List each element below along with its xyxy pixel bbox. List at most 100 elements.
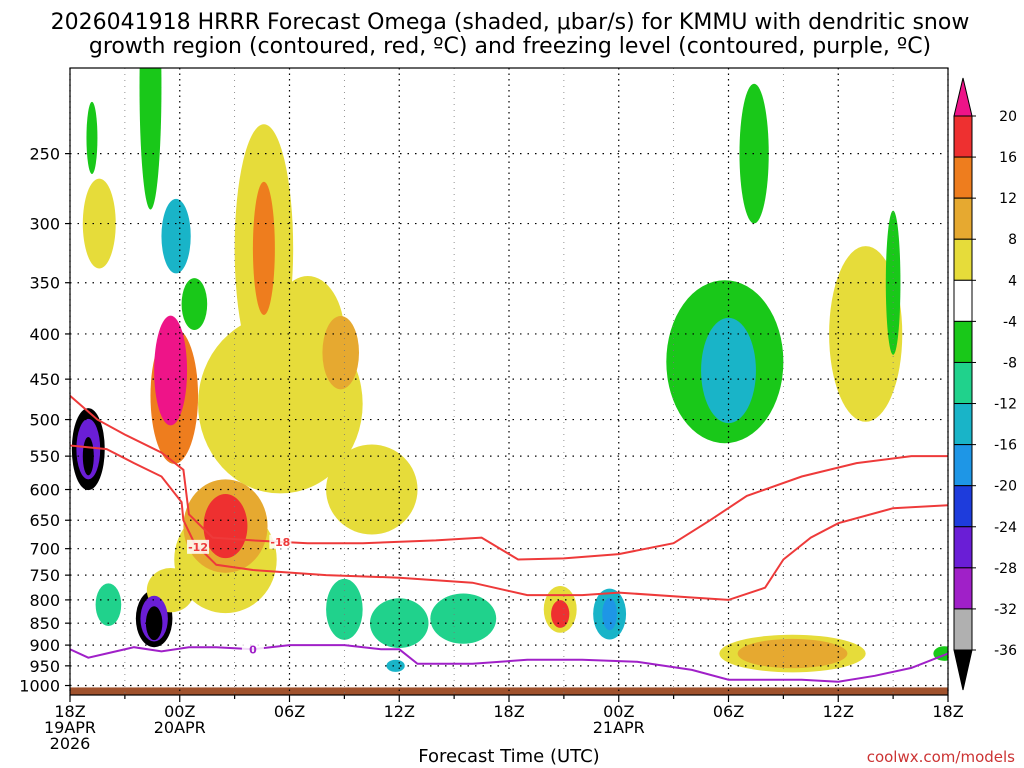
x-tick-label-line: 06Z bbox=[274, 702, 305, 721]
colorbar-label-2: 12 bbox=[999, 191, 1017, 207]
contour-label-1: -12 bbox=[188, 541, 208, 554]
y-tick-label-550: 550 bbox=[29, 447, 60, 466]
colorbar-label-3: 8 bbox=[1008, 232, 1017, 248]
omega-cell-14 bbox=[203, 494, 248, 559]
colorbar-label-0: 20 bbox=[999, 109, 1017, 125]
contours: -18 -12 0 bbox=[70, 395, 948, 683]
colorbar-label-1: 16 bbox=[999, 150, 1017, 166]
x-tick-label-line: 18Z bbox=[493, 702, 524, 721]
x-tick-label-24: 18Z bbox=[493, 702, 524, 721]
x-tick-label-line: 2026 bbox=[50, 734, 91, 753]
x-tick-label-line: 18Z bbox=[54, 702, 85, 721]
y-tick-label-950: 950 bbox=[29, 657, 60, 676]
pressure-axis: 250 300 350 400 450 500 550 600 650 700 750 800 850 9… bbox=[19, 145, 70, 696]
colorbar-label-7: -12 bbox=[994, 397, 1017, 413]
omega-cell-37 bbox=[82, 436, 94, 476]
y-tick-label-250: 250 bbox=[29, 145, 60, 164]
omega-cell-32 bbox=[181, 278, 208, 331]
colorbar-bin-2 bbox=[953, 156, 973, 199]
y-tick-label-850: 850 bbox=[29, 614, 60, 633]
y-tick-label-800: 800 bbox=[29, 591, 60, 610]
colorbar-bin-5 bbox=[953, 279, 973, 322]
colorbar-label-9: -20 bbox=[994, 479, 1017, 495]
x-tick-label-line: 12Z bbox=[384, 702, 415, 721]
contour-label-0: -18 bbox=[270, 536, 290, 549]
x-tick-label-0: 18Z 19APR 2026 bbox=[44, 702, 96, 753]
y-tick-label-450: 450 bbox=[29, 370, 60, 389]
y-tick-label-500: 500 bbox=[29, 411, 60, 430]
contour-0 bbox=[70, 395, 948, 561]
contour-2 bbox=[70, 644, 948, 683]
x-tick-label-line: 21APR bbox=[593, 718, 645, 737]
chart-title-line-1: 2026041918 HRRR Forecast Omega (shaded, … bbox=[51, 10, 970, 35]
y-tick-label-900: 900 bbox=[29, 636, 60, 655]
x-tick-label-18: 12Z bbox=[384, 702, 415, 721]
omega-cell-28 bbox=[95, 583, 122, 627]
colorbar-bin-4 bbox=[953, 238, 973, 281]
colorbar-bottom-arrow bbox=[953, 649, 973, 691]
omega-shading bbox=[71, 68, 948, 673]
omega-cell-11 bbox=[430, 593, 497, 644]
contour-label-bg-2 bbox=[241, 642, 264, 657]
colorbar-bin-9 bbox=[953, 444, 973, 487]
colorbar-bin-13 bbox=[953, 608, 973, 651]
x-axis-label: Forecast Time (UTC) bbox=[418, 746, 599, 767]
x-tick-label-line: 19APR bbox=[44, 718, 96, 737]
y-tick-label-650: 650 bbox=[29, 511, 60, 530]
x-tick-label-42: 12Z bbox=[823, 702, 854, 721]
omega-cell-10 bbox=[737, 638, 848, 669]
colorbar-bin-10 bbox=[953, 485, 973, 528]
omega-cell-26 bbox=[252, 181, 275, 315]
omega-cell-23 bbox=[139, 68, 162, 210]
colorbar-label-4: 4 bbox=[1008, 273, 1017, 289]
omega-cell-15 bbox=[326, 578, 363, 640]
terrain bbox=[70, 687, 948, 695]
colorbar-label-12: -32 bbox=[994, 602, 1017, 618]
x-tick-label-line: 12Z bbox=[823, 702, 854, 721]
x-tick-label-line: 18Z bbox=[932, 702, 963, 721]
chart-title-line-2: growth region (contoured, red, ºC) and f… bbox=[89, 34, 931, 59]
colorbar-label-6: -8 bbox=[1003, 355, 1017, 371]
omega-cell-34 bbox=[551, 600, 570, 628]
omega-cell-18 bbox=[154, 315, 188, 426]
y-tick-label-600: 600 bbox=[29, 481, 60, 500]
colorbar-bin-8 bbox=[953, 403, 973, 446]
colorbar-label-13: -36 bbox=[994, 643, 1017, 659]
x-tick-label-line: 06Z bbox=[713, 702, 744, 721]
colorbar-label-8: -16 bbox=[994, 438, 1017, 454]
x-tick-label-line: 20APR bbox=[154, 718, 206, 737]
omega-cell-13 bbox=[369, 598, 429, 649]
x-tick-label-30: 00Z 21APR bbox=[593, 702, 645, 737]
colorbar-label-11: -28 bbox=[994, 561, 1017, 577]
omega-cell-27 bbox=[82, 178, 116, 269]
y-tick-label-350: 350 bbox=[29, 274, 60, 293]
x-tick-label-12: 06Z bbox=[274, 702, 305, 721]
colorbar-bin-6 bbox=[953, 320, 973, 363]
omega-cell-25 bbox=[739, 83, 769, 224]
omega-cell-6 bbox=[326, 444, 418, 535]
credit-text: coolwx.com/models bbox=[867, 748, 1015, 766]
contour-label-bg-1 bbox=[187, 539, 210, 554]
omega-cell-39 bbox=[86, 101, 98, 175]
y-tick-label-700: 700 bbox=[29, 540, 60, 559]
colorbar-label-5: -4 bbox=[1003, 314, 1017, 330]
y-tick-label-750: 750 bbox=[29, 566, 60, 585]
colorbar: 20 16 12 8 4 -4 -8 -12 -16 -20 -24 -28 -32 -36 bbox=[953, 77, 1017, 691]
y-tick-label-400: 400 bbox=[29, 325, 60, 344]
colorbar-bin-12 bbox=[953, 567, 973, 610]
omega-cell-38 bbox=[386, 659, 405, 672]
colorbar-bin-3 bbox=[953, 197, 973, 240]
y-tick-label-300: 300 bbox=[29, 215, 60, 234]
colorbar-bin-11 bbox=[953, 526, 973, 569]
terrain-band bbox=[70, 687, 948, 695]
x-tick-label-48: 18Z bbox=[932, 702, 963, 721]
omega-cell-35 bbox=[602, 597, 617, 631]
x-tick-label-36: 06Z bbox=[713, 702, 744, 721]
colorbar-bin-7 bbox=[953, 361, 973, 405]
omega-cell-33 bbox=[145, 606, 163, 641]
x-tick-label-line: 00Z bbox=[603, 702, 634, 721]
x-tick-label-6: 00Z 20APR bbox=[154, 702, 206, 737]
contour-label-2: 0 bbox=[249, 643, 257, 656]
